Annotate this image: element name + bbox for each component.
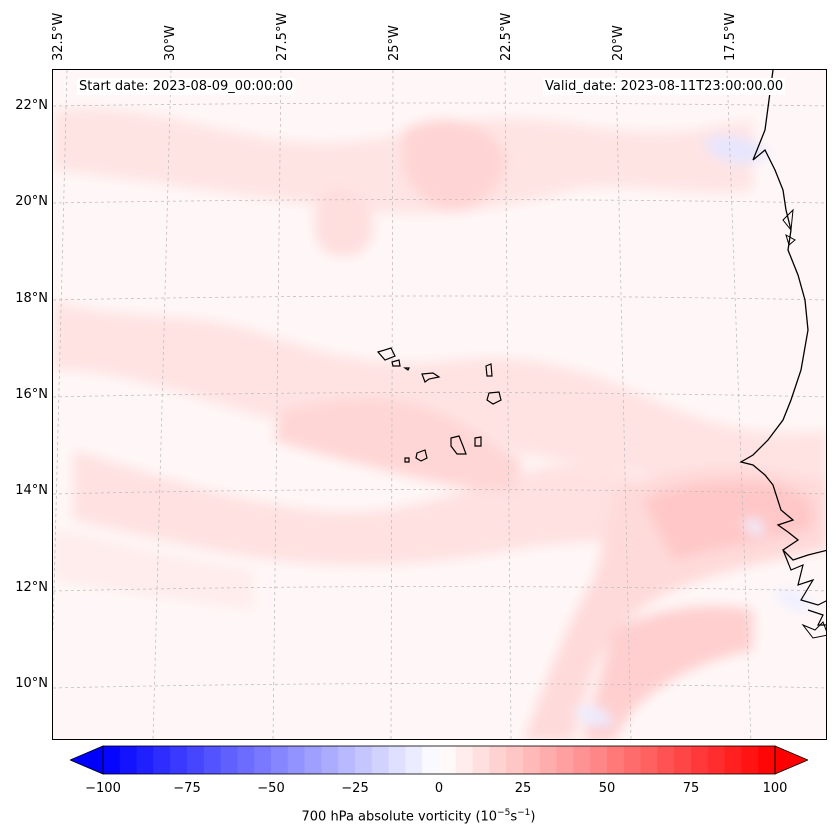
colorbar-cell	[691, 746, 709, 774]
colorbar-cell	[623, 746, 642, 774]
colorbar-tick-50: 50	[598, 781, 616, 796]
lon-label-30w: 30°W	[163, 25, 178, 61]
colorbar	[70, 745, 808, 775]
colorbar-cell	[657, 746, 675, 774]
colorbar-cell	[472, 746, 490, 774]
colorbar-cell	[539, 746, 558, 774]
colorbar-cell	[103, 746, 121, 774]
colorbar-cell	[187, 746, 205, 774]
colorbar-cell	[741, 746, 759, 774]
lat-label-22n: 22°N	[15, 98, 48, 113]
colorbar-title: 700 hPa absolute vorticity (10−5s−1)	[0, 808, 837, 824]
colorbar-cell	[674, 746, 692, 774]
lon-label-17-5w: 17.5°W	[723, 12, 738, 61]
colorbar-cell	[489, 746, 507, 774]
colorbar-cell	[422, 746, 440, 774]
colorbar-cell	[640, 746, 658, 774]
colorbar-cell	[707, 746, 726, 774]
colorbar-cell	[271, 746, 289, 774]
colorbar-cell	[321, 746, 339, 774]
lon-label-25w: 25°W	[387, 25, 402, 61]
colorbar-cell	[758, 746, 776, 774]
lat-label-14n: 14°N	[15, 483, 48, 498]
colorbar-tick-minus-100: −100	[85, 781, 121, 796]
vorticity-contours	[53, 107, 826, 739]
colorbar-cell	[203, 746, 222, 774]
colorbar-cell	[724, 746, 742, 774]
colorbar-cell	[556, 746, 574, 774]
lat-label-16n: 16°N	[15, 387, 48, 402]
colorbar-cell	[136, 746, 154, 774]
colorbar-cell	[573, 746, 591, 774]
colorbar-tick-75: 75	[682, 781, 700, 796]
colorbar-cell	[506, 746, 524, 774]
lat-label-10n: 10°N	[15, 676, 48, 691]
lon-label-22-5w: 22.5°W	[499, 12, 514, 61]
lat-label-20n: 20°N	[15, 194, 48, 209]
valid-date-label: Valid_date: 2023-08-11T23:00:00.00	[543, 78, 786, 95]
colorbar-cell	[607, 746, 625, 774]
colorbar-max-arrow	[774, 745, 808, 775]
colorbar-tick-minus-75: −75	[173, 781, 201, 796]
lon-label-20w: 20°W	[611, 25, 626, 61]
colorbar-cell	[254, 746, 272, 774]
lat-label-12n: 12°N	[15, 580, 48, 595]
guinea-coast	[782, 549, 826, 606]
colorbar-cell	[338, 746, 356, 774]
colorbar-title-main: 700 hPa absolute vorticity (10	[301, 809, 498, 825]
colorbar-cell	[590, 746, 608, 774]
colorbar-cell	[119, 746, 138, 774]
cape-verde-islands	[376, 347, 502, 463]
colorbar-cell	[388, 746, 406, 774]
colorbar-title-mid: s	[510, 809, 518, 825]
colorbar-cell	[523, 746, 541, 774]
colorbar-cell	[405, 746, 423, 774]
colorbar-outline	[102, 745, 776, 775]
colorbar-cell	[287, 746, 306, 774]
colorbar-cell	[371, 746, 390, 774]
colorbar-cell	[304, 746, 322, 774]
lon-label-27-5w: 27.5°W	[275, 12, 290, 61]
vorticity-map	[52, 69, 827, 740]
colorbar-tick-minus-25: −25	[341, 781, 369, 796]
colorbar-tick-25: 25	[514, 781, 532, 796]
africa-coastline	[739, 70, 826, 561]
colorbar-tick-100: 100	[762, 781, 788, 796]
colorbar-tick-0: 0	[434, 781, 444, 796]
colorbar-cell	[455, 746, 474, 774]
colorbar-title-exp2: −1	[517, 808, 531, 818]
colorbar-tick-minus-50: −50	[257, 781, 285, 796]
colorbar-min-arrow	[70, 745, 104, 775]
start-date-label: Start date: 2023-08-09_00:00:00	[77, 78, 296, 95]
colorbar-cell	[153, 746, 171, 774]
colorbar-cell	[355, 746, 373, 774]
colorbar-cells	[103, 746, 776, 774]
graticule	[53, 70, 826, 739]
colorbar-cell	[220, 746, 238, 774]
colorbar-title-end: )	[530, 809, 536, 825]
colorbar-cell	[237, 746, 255, 774]
colorbar-title-exp1: −5	[497, 808, 511, 818]
guinea-islands	[807, 609, 826, 626]
colorbar-cell	[439, 746, 457, 774]
lon-label-32-5w: 32.5°W	[51, 12, 66, 61]
lat-label-18n: 18°N	[15, 291, 48, 306]
map-canvas	[53, 70, 826, 739]
colorbar-cell	[170, 746, 188, 774]
